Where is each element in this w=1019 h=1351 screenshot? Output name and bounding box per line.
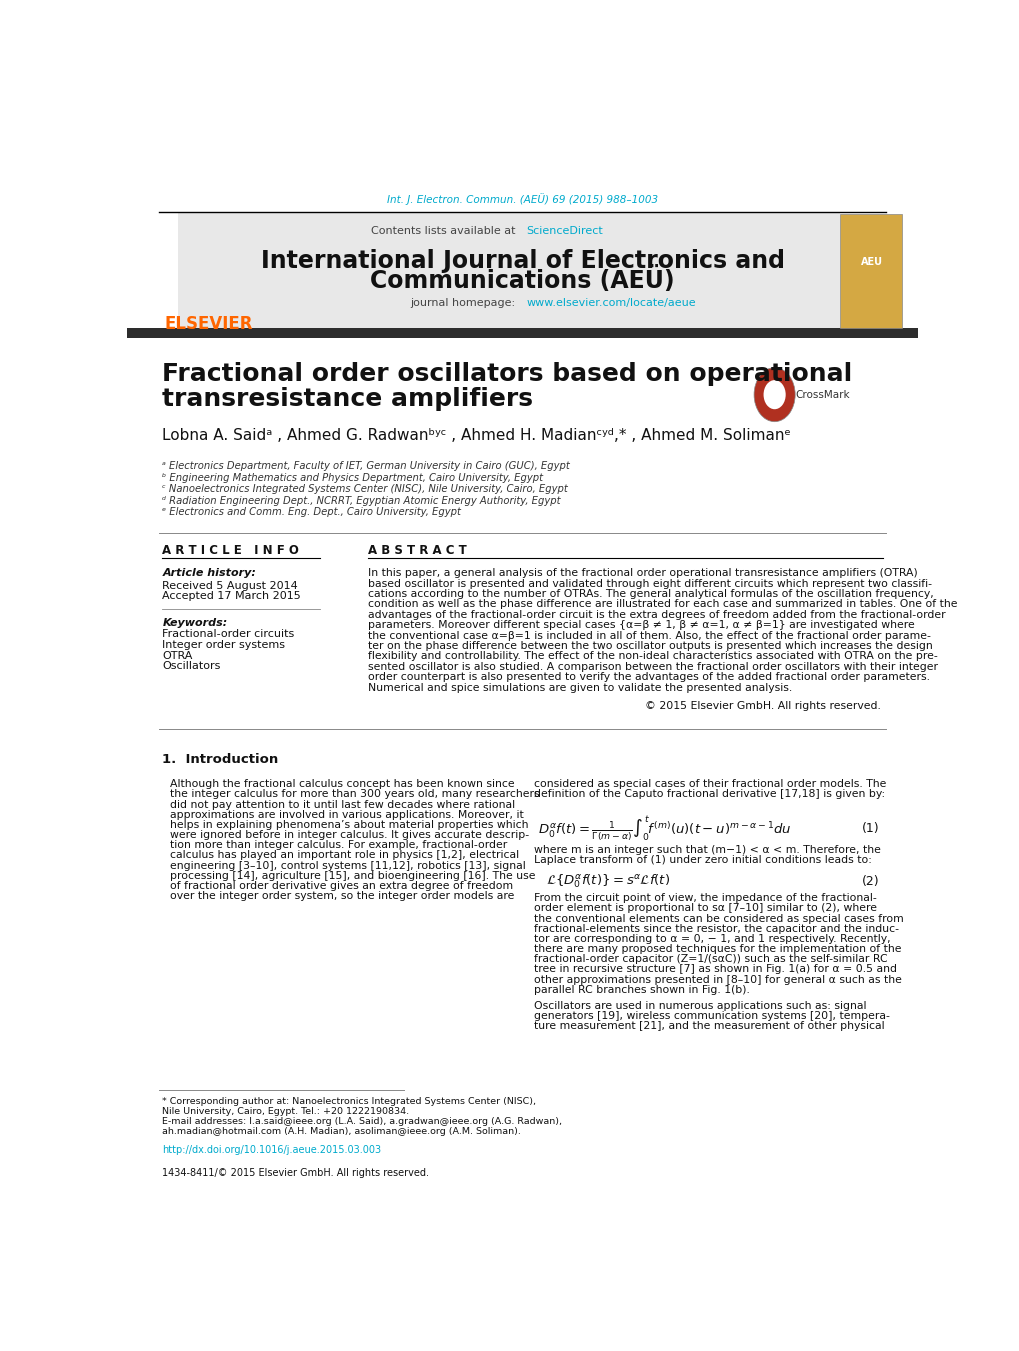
Text: A B S T R A C T: A B S T R A C T: [368, 544, 466, 558]
Text: Article history:: Article history:: [162, 569, 256, 578]
Bar: [840, 215, 902, 328]
Text: Fractional-order circuits: Fractional-order circuits: [162, 630, 294, 639]
Text: In this paper, a general analysis of the fractional order operational transresis: In this paper, a general analysis of the…: [368, 569, 917, 578]
Text: ᵈ Radiation Engineering Dept., NCRRT, Egyptian Atomic Energy Authority, Egypt: ᵈ Radiation Engineering Dept., NCRRT, Eg…: [162, 496, 560, 505]
Text: definition of the Caputo fractional derivative [17,18] is given by:: definition of the Caputo fractional deri…: [534, 789, 884, 800]
Text: AEU: AEU: [860, 257, 881, 267]
Text: ᵉ Electronics and Comm. Eng. Dept., Cairo University, Egypt: ᵉ Electronics and Comm. Eng. Dept., Cair…: [162, 508, 461, 517]
Text: over the integer order system, so the integer order models are: over the integer order system, so the in…: [170, 892, 514, 901]
Text: journal homepage:: journal homepage:: [410, 299, 519, 308]
Text: the conventional elements can be considered as special cases from: the conventional elements can be conside…: [534, 913, 903, 924]
Text: parameters. Moreover different special cases {α=β ≠ 1, β ≠ α=1, α ≠ β=1} are inv: parameters. Moreover different special c…: [368, 620, 914, 631]
Text: Oscillators: Oscillators: [162, 662, 220, 671]
Text: there are many proposed techniques for the implementation of the: there are many proposed techniques for t…: [534, 944, 901, 954]
Text: ter on the phase difference between the two oscillator outputs is presented whic: ter on the phase difference between the …: [368, 642, 931, 651]
Text: Integer order systems: Integer order systems: [162, 640, 285, 650]
Text: ᵃ Electronics Department, Faculty of IET, German University in Cairo (GUC), Egyp: ᵃ Electronics Department, Faculty of IET…: [162, 461, 570, 471]
Text: $D_0^\alpha f(t) = \frac{1}{\Gamma(m-\alpha)} \int_0^t f^{(m)}(u)(t-u)^{m-\alpha: $D_0^\alpha f(t) = \frac{1}{\Gamma(m-\al…: [538, 815, 791, 843]
Text: E-mail addresses: l.a.said@ieee.org (L.A. Said), a.gradwan@ieee.org (A.G. Radwan: E-mail addresses: l.a.said@ieee.org (L.A…: [162, 1117, 561, 1125]
Text: parallel RC branches shown in Fig. 1(b).: parallel RC branches shown in Fig. 1(b).: [534, 985, 750, 994]
Text: transresistance amplifiers: transresistance amplifiers: [162, 388, 533, 411]
Text: approximations are involved in various applications. Moreover, it: approximations are involved in various a…: [170, 809, 524, 820]
Text: cations according to the number of OTRAs. The general analytical formulas of the: cations according to the number of OTRAs…: [368, 589, 932, 598]
Text: Laplace transform of (1) under zero initial conditions leads to:: Laplace transform of (1) under zero init…: [534, 855, 871, 865]
Text: fractional-order capacitor (Z=1/(sαC)) such as the self-similar RC: fractional-order capacitor (Z=1/(sαC)) s…: [534, 954, 888, 965]
Text: Numerical and spice simulations are given to validate the presented analysis.: Numerical and spice simulations are give…: [368, 682, 791, 693]
Text: ᵇ Engineering Mathematics and Physics Department, Cairo University, Egypt: ᵇ Engineering Mathematics and Physics De…: [162, 473, 543, 482]
Text: the integer calculus for more than 300 years old, many researchers: the integer calculus for more than 300 y…: [170, 789, 539, 800]
Text: ᶜ Nanoelectronics Integrated Systems Center (NISC), Nile University, Cairo, Egyp: ᶜ Nanoelectronics Integrated Systems Cen…: [162, 485, 568, 494]
Text: the conventional case α=β=1 is included in all of them. Also, the effect of the : the conventional case α=β=1 is included …: [368, 631, 929, 640]
Text: Accepted 17 March 2015: Accepted 17 March 2015: [162, 592, 301, 601]
Text: of fractional order derivative gives an extra degree of freedom: of fractional order derivative gives an …: [170, 881, 513, 890]
Text: $\mathcal{L}\{D_0^\alpha f(t)\} = s^\alpha \mathcal{L}f(t)$: $\mathcal{L}\{D_0^\alpha f(t)\} = s^\alp…: [545, 873, 669, 890]
Text: engineering [3–10], control systems [11,12], robotics [13], signal: engineering [3–10], control systems [11,…: [170, 861, 526, 870]
Text: based oscillator is presented and validated through eight different circuits whi: based oscillator is presented and valida…: [368, 578, 930, 589]
Text: www.elsevier.com/locate/aeue: www.elsevier.com/locate/aeue: [526, 299, 696, 308]
Circle shape: [753, 367, 795, 422]
Text: Although the fractional calculus concept has been known since: Although the fractional calculus concept…: [170, 780, 515, 789]
Text: order element is proportional to sα [7–10] similar to (2), where: order element is proportional to sα [7–1…: [534, 904, 876, 913]
Text: OTRA: OTRA: [162, 651, 193, 661]
Text: Int. J. Electron. Commun. (AEÜ) 69 (2015) 988–1003: Int. J. Electron. Commun. (AEÜ) 69 (2015…: [387, 193, 657, 205]
Text: advantages of the fractional-order circuit is the extra degrees of freedom added: advantages of the fractional-order circu…: [368, 609, 945, 620]
Text: ScienceDirect: ScienceDirect: [526, 227, 603, 236]
Text: A R T I C L E   I N F O: A R T I C L E I N F O: [162, 544, 299, 558]
Text: Nile University, Cairo, Egypt. Tel.: +20 1222190834.: Nile University, Cairo, Egypt. Tel.: +20…: [162, 1106, 409, 1116]
Text: CrossMark: CrossMark: [795, 389, 850, 400]
Text: (1): (1): [861, 823, 878, 835]
Text: did not pay attention to it until last few decades where rational: did not pay attention to it until last f…: [170, 800, 515, 809]
Text: processing [14], agriculture [15], and bioengineering [16]. The use: processing [14], agriculture [15], and b…: [170, 871, 535, 881]
Bar: [177, 212, 840, 328]
Text: where m is an integer such that (m−1) < α < m. Therefore, the: where m is an integer such that (m−1) < …: [534, 844, 880, 855]
Text: (2): (2): [861, 875, 878, 888]
Bar: [127, 328, 917, 338]
Text: Communications (AEÜ): Communications (AEÜ): [370, 266, 675, 293]
Text: considered as special cases of their fractional order models. The: considered as special cases of their fra…: [534, 780, 886, 789]
Text: other approximations presented in [8–10] for general α such as the: other approximations presented in [8–10]…: [534, 974, 902, 985]
Text: tor are corresponding to α = 0, − 1, and 1 respectively. Recently,: tor are corresponding to α = 0, − 1, and…: [534, 934, 891, 944]
Text: tree in recursive structure [7] as shown in Fig. 1(a) for α = 0.5 and: tree in recursive structure [7] as shown…: [534, 965, 897, 974]
Text: flexibility and controllability. The effect of the non-ideal characteristics ass: flexibility and controllability. The eff…: [368, 651, 936, 662]
Text: 1.  Introduction: 1. Introduction: [162, 753, 278, 766]
Text: * Corresponding author at: Nanoelectronics Integrated Systems Center (NISC),: * Corresponding author at: Nanoelectroni…: [162, 1097, 536, 1106]
Text: 1434-8411/© 2015 Elsevier GmbH. All rights reserved.: 1434-8411/© 2015 Elsevier GmbH. All righ…: [162, 1169, 429, 1178]
Text: calculus has played an important role in physics [1,2], electrical: calculus has played an important role in…: [170, 850, 519, 861]
Text: order counterpart is also presented to verify the advantages of the added fracti: order counterpart is also presented to v…: [368, 673, 929, 682]
Text: Received 5 August 2014: Received 5 August 2014: [162, 581, 298, 590]
Text: sented oscillator is also studied. A comparison between the fractional order osc: sented oscillator is also studied. A com…: [368, 662, 936, 671]
Text: Contents lists available at: Contents lists available at: [371, 227, 519, 236]
Text: © 2015 Elsevier GmbH. All rights reserved.: © 2015 Elsevier GmbH. All rights reserve…: [644, 701, 880, 711]
Text: Keywords:: Keywords:: [162, 617, 227, 628]
Text: ture measurement [21], and the measurement of other physical: ture measurement [21], and the measureme…: [534, 1021, 884, 1031]
Text: Lobna A. Saidᵃ , Ahmed G. Radwanᵇʸᶜ , Ahmed H. Madianᶜʸᵈ,* , Ahmed M. Solimanᵉ: Lobna A. Saidᵃ , Ahmed G. Radwanᵇʸᶜ , Ah…: [162, 428, 791, 443]
Text: Fractional order oscillators based on operational: Fractional order oscillators based on op…: [162, 362, 852, 386]
Text: condition as well as the phase difference are illustrated for each case and summ: condition as well as the phase differenc…: [368, 600, 956, 609]
Text: ah.madian@hotmail.com (A.H. Madian), asoliman@ieee.org (A.M. Soliman).: ah.madian@hotmail.com (A.H. Madian), aso…: [162, 1127, 521, 1136]
Text: International Journal of Electronics and: International Journal of Electronics and: [261, 249, 784, 273]
Text: fractional-elements since the resistor, the capacitor and the induc-: fractional-elements since the resistor, …: [534, 924, 899, 934]
Text: Oscillators are used in numerous applications such as: signal: Oscillators are used in numerous applica…: [534, 1001, 866, 1011]
Circle shape: [763, 380, 785, 409]
Text: http://dx.doi.org/10.1016/j.aeue.2015.03.003: http://dx.doi.org/10.1016/j.aeue.2015.03…: [162, 1146, 381, 1155]
Text: were ignored before in integer calculus. It gives accurate descrip-: were ignored before in integer calculus.…: [170, 830, 529, 840]
Text: ELSEVIER: ELSEVIER: [164, 315, 253, 332]
Text: generators [19], wireless communication systems [20], tempera-: generators [19], wireless communication …: [534, 1011, 890, 1021]
Text: helps in explaining phenomena’s about material properties which: helps in explaining phenomena’s about ma…: [170, 820, 528, 830]
Text: From the circuit point of view, the impedance of the fractional-: From the circuit point of view, the impe…: [534, 893, 876, 904]
Text: tion more than integer calculus. For example, fractional-order: tion more than integer calculus. For exa…: [170, 840, 506, 850]
